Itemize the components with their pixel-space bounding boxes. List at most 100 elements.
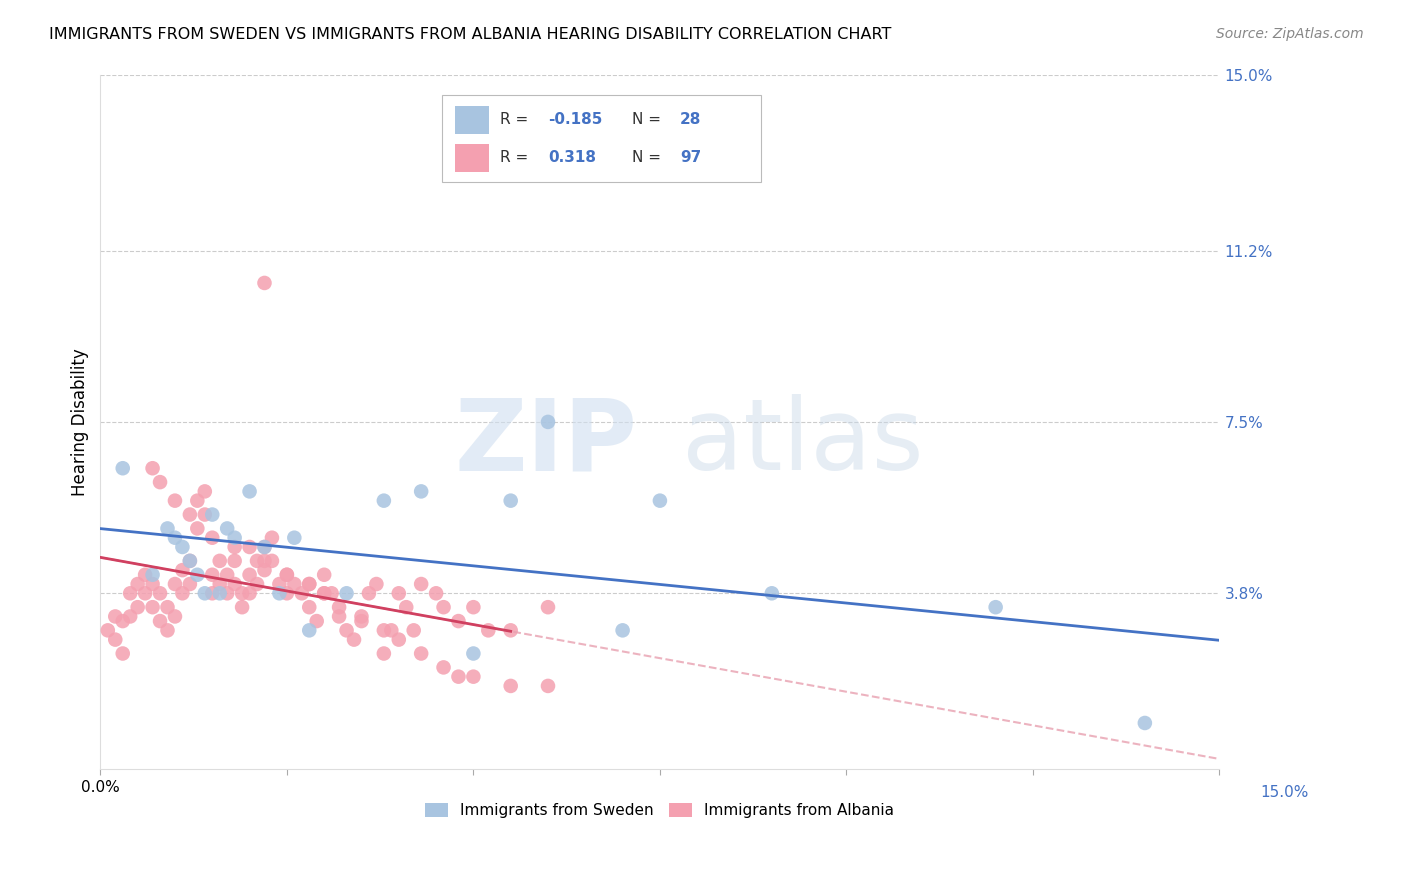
Point bbox=[111, 461, 134, 475]
Point bbox=[194, 586, 217, 600]
Point bbox=[201, 586, 224, 600]
Point bbox=[463, 647, 485, 661]
Text: 0.318: 0.318 bbox=[548, 151, 596, 165]
Point bbox=[388, 632, 411, 647]
Point bbox=[194, 484, 217, 499]
Point bbox=[447, 670, 470, 684]
Point bbox=[156, 600, 179, 615]
Point bbox=[343, 632, 366, 647]
Point bbox=[208, 586, 231, 600]
Point bbox=[163, 577, 186, 591]
Point bbox=[149, 586, 172, 600]
Point bbox=[477, 624, 499, 638]
Point bbox=[224, 554, 246, 568]
Point bbox=[984, 600, 1007, 615]
Point bbox=[127, 600, 149, 615]
Point bbox=[201, 567, 224, 582]
Point bbox=[120, 609, 142, 624]
Point bbox=[499, 493, 522, 508]
Point bbox=[231, 586, 253, 600]
Point bbox=[537, 415, 560, 429]
Point bbox=[283, 577, 305, 591]
Point bbox=[239, 484, 262, 499]
Point bbox=[194, 508, 217, 522]
Point bbox=[134, 567, 156, 582]
Point bbox=[380, 624, 402, 638]
Point bbox=[239, 540, 262, 554]
Point bbox=[224, 531, 246, 545]
Point bbox=[350, 614, 373, 628]
Point bbox=[335, 586, 357, 600]
FancyBboxPatch shape bbox=[456, 144, 489, 172]
Point bbox=[149, 614, 172, 628]
Point bbox=[499, 679, 522, 693]
Point bbox=[156, 521, 179, 535]
Point bbox=[373, 493, 395, 508]
Text: ZIP: ZIP bbox=[454, 394, 637, 491]
Point bbox=[111, 614, 134, 628]
Point bbox=[253, 276, 276, 290]
Point bbox=[224, 540, 246, 554]
Text: N =: N = bbox=[631, 112, 666, 128]
Point bbox=[499, 624, 522, 638]
Point bbox=[172, 540, 194, 554]
Point bbox=[463, 600, 485, 615]
Point bbox=[298, 624, 321, 638]
Point bbox=[260, 531, 283, 545]
Point bbox=[179, 554, 201, 568]
Text: atlas: atlas bbox=[682, 394, 924, 491]
Point bbox=[425, 586, 447, 600]
Point bbox=[388, 586, 411, 600]
Point bbox=[373, 624, 395, 638]
Point bbox=[239, 586, 262, 600]
FancyBboxPatch shape bbox=[441, 95, 761, 182]
Point bbox=[134, 586, 156, 600]
Point bbox=[395, 600, 418, 615]
Point bbox=[314, 586, 336, 600]
FancyBboxPatch shape bbox=[456, 106, 489, 134]
Point bbox=[179, 577, 201, 591]
Point bbox=[269, 577, 291, 591]
Point bbox=[253, 540, 276, 554]
Point bbox=[231, 600, 253, 615]
Point bbox=[432, 600, 454, 615]
Text: Source: ZipAtlas.com: Source: ZipAtlas.com bbox=[1216, 27, 1364, 41]
Point bbox=[224, 577, 246, 591]
Point bbox=[253, 554, 276, 568]
Point bbox=[163, 493, 186, 508]
Point bbox=[186, 493, 208, 508]
Point bbox=[172, 586, 194, 600]
Text: 97: 97 bbox=[681, 151, 702, 165]
Point bbox=[366, 577, 388, 591]
Point bbox=[1133, 716, 1156, 731]
Point bbox=[163, 531, 186, 545]
Point bbox=[127, 577, 149, 591]
Point bbox=[373, 647, 395, 661]
Point bbox=[111, 647, 134, 661]
Point bbox=[179, 554, 201, 568]
Point bbox=[328, 609, 350, 624]
Point bbox=[246, 554, 269, 568]
Point bbox=[156, 624, 179, 638]
Point bbox=[283, 531, 305, 545]
Point bbox=[411, 647, 433, 661]
Point bbox=[402, 624, 425, 638]
Point bbox=[276, 567, 298, 582]
Point bbox=[186, 521, 208, 535]
Point bbox=[269, 586, 291, 600]
Point bbox=[447, 614, 470, 628]
Point bbox=[208, 577, 231, 591]
Point bbox=[432, 660, 454, 674]
Text: -0.185: -0.185 bbox=[548, 112, 602, 128]
Point bbox=[253, 563, 276, 577]
Point bbox=[208, 554, 231, 568]
Point bbox=[217, 521, 239, 535]
Point bbox=[217, 567, 239, 582]
Point bbox=[186, 567, 208, 582]
Point bbox=[142, 577, 165, 591]
Point bbox=[201, 508, 224, 522]
Point bbox=[411, 484, 433, 499]
Point bbox=[253, 540, 276, 554]
Point bbox=[298, 600, 321, 615]
Text: R =: R = bbox=[501, 112, 533, 128]
